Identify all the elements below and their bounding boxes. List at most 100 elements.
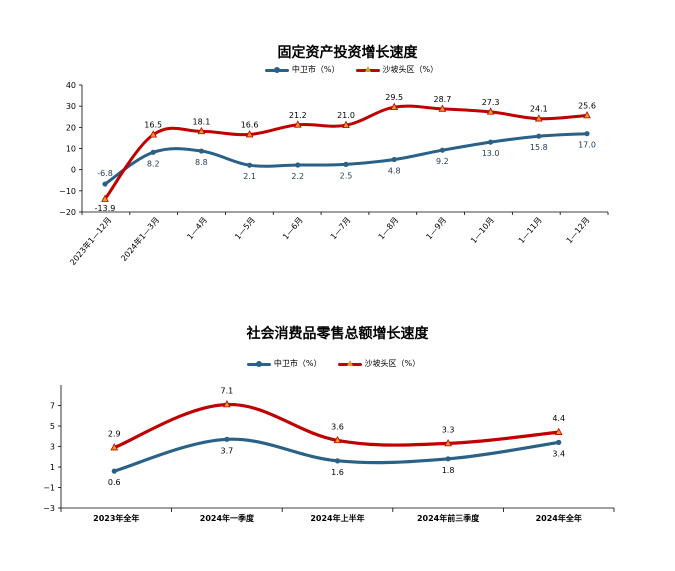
data-label: 16.6: [241, 121, 259, 130]
data-point: [536, 133, 542, 139]
legend-label: 沙坡头区（%）: [382, 65, 439, 74]
data-label: 1.8: [442, 466, 455, 475]
x-tick-label: 2024年上半年: [310, 513, 364, 523]
data-point: [149, 130, 158, 138]
data-label: 7.1: [221, 386, 234, 395]
data-label: 24.1: [530, 105, 548, 114]
legend-item-shapotou: 沙坡头区（%）: [355, 64, 439, 75]
x-tick-label: 2024年1—3月: [119, 215, 162, 263]
data-label: 27.3: [482, 98, 500, 107]
chart-title: 社会消费品零售总额增长速度: [246, 326, 429, 342]
y-tick-label: 5: [50, 422, 55, 431]
data-point: [247, 162, 253, 168]
x-tick-label: 1—5月: [233, 216, 257, 242]
x-tick-label: 2023年全年: [93, 513, 139, 523]
data-label: -6.8: [97, 169, 113, 178]
data-label: 8.8: [195, 158, 208, 167]
data-label: 28.7: [433, 95, 451, 104]
x-tick-label: 2024年前三季度: [417, 513, 480, 523]
data-label: 1.6: [331, 468, 344, 477]
data-label: 8.2: [147, 159, 160, 168]
data-point: [390, 102, 399, 111]
data-label: 15.8: [530, 143, 548, 152]
y-tick-label: 20: [66, 123, 76, 132]
x-tick-label: 1—10月: [469, 216, 496, 246]
data-point: [343, 161, 349, 167]
x-tick-label: 1—8月: [377, 216, 401, 242]
data-label: 25.6: [578, 101, 596, 110]
y-tick-label: −3: [43, 504, 55, 513]
data-label: 3.3: [442, 425, 455, 434]
legend-swatch-zhongwei: [264, 65, 289, 75]
data-point: [101, 194, 109, 202]
data-point: [554, 427, 563, 435]
chart-legend: 中卫市（%） 沙坡头区（%）: [0, 358, 671, 369]
legend-item-shapotou: 沙坡头区（%）: [337, 358, 421, 369]
x-tick-label: 2024年全年: [536, 513, 582, 523]
legend-label: 沙坡头区（%）: [364, 359, 421, 368]
data-point: [342, 120, 350, 129]
data-point: [584, 131, 590, 137]
data-point: [334, 458, 341, 464]
data-point: [333, 435, 342, 444]
data-label: 2.9: [108, 430, 121, 439]
data-point: [488, 139, 494, 145]
legend-item-zhongwei: 中卫市（%）: [246, 358, 322, 369]
y-tick-label: 7: [50, 402, 55, 411]
y-tick-label: 30: [66, 102, 76, 111]
data-label: 4.4: [552, 414, 565, 423]
data-point: [583, 111, 591, 119]
data-label: 0.6: [108, 478, 121, 487]
data-label: 2.1: [243, 172, 256, 181]
chart-legend: 中卫市（%） 沙坡头区（%）: [14, 64, 675, 75]
data-label: 21.0: [337, 111, 355, 120]
data-point: [391, 156, 397, 163]
data-point: [102, 181, 108, 187]
y-tick-label: 1: [50, 463, 55, 472]
data-label: 2.2: [291, 172, 304, 181]
data-label: 29.5: [385, 93, 403, 102]
y-tick-label: 40: [66, 81, 76, 90]
data-label: 3.4: [552, 449, 565, 458]
y-tick-label: 3: [50, 443, 55, 452]
data-point: [245, 130, 254, 138]
data-label: 3.7: [221, 446, 234, 455]
x-tick-label: 2024年一季度: [200, 513, 255, 523]
data-point: [150, 149, 156, 155]
data-label: 9.2: [436, 157, 449, 166]
chart-plot: 7 5 3 1 −1 −3 2023年全年 2024年一季度 2024年上半年 2024年前三季度…: [43, 385, 615, 523]
legend-swatch-shapotou: [337, 359, 362, 369]
y-tick-label: 0: [71, 166, 76, 175]
data-label: 13.0: [482, 149, 500, 158]
series-line: [112, 437, 561, 473]
legend-label: 中卫市（%）: [273, 359, 322, 368]
y-tick-label: −10: [59, 187, 76, 196]
data-label: 4.8: [388, 167, 401, 176]
fixed-asset-investment-chart: 固定资产投资增长速度 中卫市（%） 沙坡头区（%） 40 30 20 10 0 −10 −2…: [0, 0, 675, 285]
legend-swatch-zhongwei: [246, 359, 271, 369]
data-point: [224, 436, 230, 442]
legend-item-zhongwei: 中卫市（%）: [264, 64, 340, 75]
y-tick-label: 10: [66, 145, 76, 154]
data-point: [295, 162, 301, 168]
data-label: 16.5: [144, 121, 162, 130]
legend-swatch-shapotou: [355, 65, 380, 75]
data-point: [445, 456, 451, 462]
data-label: 2.5: [340, 171, 353, 180]
chart-title: 固定资产投资增长速度: [277, 45, 418, 61]
y-tick-label: −1: [43, 484, 55, 493]
data-point: [534, 114, 543, 122]
x-tick-label: 1—4月: [185, 216, 209, 242]
data-point: [438, 104, 447, 112]
data-point: [197, 126, 206, 135]
data-point: [556, 439, 562, 445]
y-tick-label: −20: [59, 208, 76, 217]
data-label: 21.2: [289, 111, 307, 120]
x-tick-label: 1—6月: [281, 216, 305, 242]
data-label: 3.6: [331, 422, 344, 431]
data-point: [439, 147, 445, 153]
x-tick-label: 1—12月: [565, 216, 592, 246]
data-point: [486, 107, 495, 115]
x-tick-label: 1—9月: [424, 216, 448, 242]
